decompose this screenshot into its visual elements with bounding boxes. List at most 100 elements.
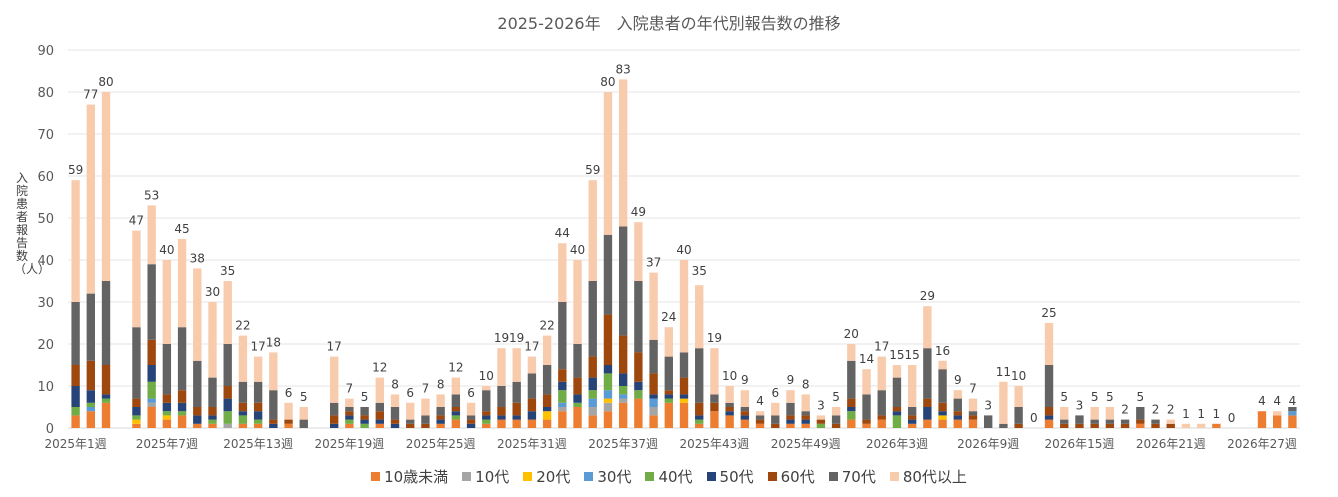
bar-segment [1014,386,1023,407]
bar-segment [132,398,141,407]
total-label: 10 [479,369,494,383]
bar-segment [238,423,248,428]
bar-segment [1044,365,1054,407]
bar-segment [892,415,902,428]
bar-segment [938,402,947,412]
bar-segment [1288,411,1297,416]
bar-segment [1273,415,1282,428]
bar-segment [421,415,430,424]
bar-segment [847,344,856,361]
bar-segment [101,365,111,395]
bar-segment [603,390,613,399]
bar-segment [1105,423,1115,428]
bar-segment [740,415,750,420]
legend-label: 20代 [536,468,571,486]
bar-segment [877,390,886,416]
x-tick-label: 2026年3週 [866,437,928,451]
bar-segment [740,407,750,412]
bar-segment [862,423,871,428]
bar-segment [512,415,521,420]
bar-segment [1151,423,1160,428]
bar-segment [162,344,172,395]
bar-segment [740,411,750,416]
bar-segment [1136,423,1145,428]
y-tick-label: 90 [37,44,54,59]
bar-segment [238,415,248,424]
bar-segment [451,415,461,420]
bar-segment [497,348,506,386]
bar-segment [238,335,248,382]
bar-segment [618,373,628,386]
bar-segment [923,407,932,420]
bar-segment [269,390,278,420]
bar-segment [451,407,461,412]
bar-segment [284,423,293,428]
bar-segment [710,402,719,412]
bar-segment [253,402,263,412]
bar-segment [968,411,978,416]
bar-segment [193,268,202,361]
x-tick-label: 2026年15週 [1045,437,1115,451]
bar-segment [162,415,172,420]
bar-segment [1060,423,1069,428]
bar-segment [588,407,597,416]
bar-segment [345,407,354,412]
bar-segment [877,419,886,428]
legend-label: 10歳未満 [384,468,449,486]
total-label: 5 [1106,390,1114,404]
bar-segment [831,407,841,416]
bar-segment [710,411,719,428]
bar-segment [101,92,111,281]
bar-segment [71,365,80,386]
bar-segment [1090,407,1099,420]
bar-segment [649,339,658,374]
bar-segment [953,419,962,428]
bar-segment [1288,407,1297,412]
bar-segment [466,423,476,428]
bar-segment [725,386,734,403]
total-label: 15 [889,348,904,362]
bar-segment [603,314,613,365]
bar-segment [527,411,537,420]
bar-segment [1273,411,1282,416]
bar-segment [1014,423,1023,428]
bar-segment [451,394,461,407]
x-tick-label: 2025年43週 [680,437,750,451]
bar-segment [618,398,628,403]
bar-segment [345,411,354,416]
bar-segment [71,415,80,428]
x-tick-label: 2025年25週 [406,437,476,451]
chart-title: 2025-2026年 入院患者の年代別報告数の推移 [497,14,841,33]
bar-segment [862,419,871,424]
bar-segment [603,373,613,391]
total-label: 17 [524,340,539,354]
bar-segment [253,381,263,403]
total-label: 15 [905,348,920,362]
bar-segment [558,369,567,382]
bar-segment [892,365,902,378]
bar-segment [634,281,643,353]
total-label: 8 [391,377,399,391]
bar-segment [375,411,384,420]
bar-segment [923,306,932,349]
x-tick-label: 2026年9週 [957,437,1019,451]
bar-segment [847,398,856,407]
bar-segment [877,356,886,391]
bar-segment [360,419,369,424]
bar-segment [679,398,689,403]
bar-segment [907,419,917,424]
bar-segment [755,423,765,428]
bar-segment [1060,419,1069,424]
bar-segment [223,398,232,412]
total-label: 6 [771,386,779,400]
bar-segment [923,348,932,399]
bar-segment [695,285,704,349]
bar-segment [786,419,795,424]
bar-segment [695,423,704,428]
bar-segment [329,415,339,424]
bar-segment [573,377,582,395]
total-label: 40 [676,243,691,257]
bar-segment [710,348,719,395]
total-label: 80 [98,75,113,89]
